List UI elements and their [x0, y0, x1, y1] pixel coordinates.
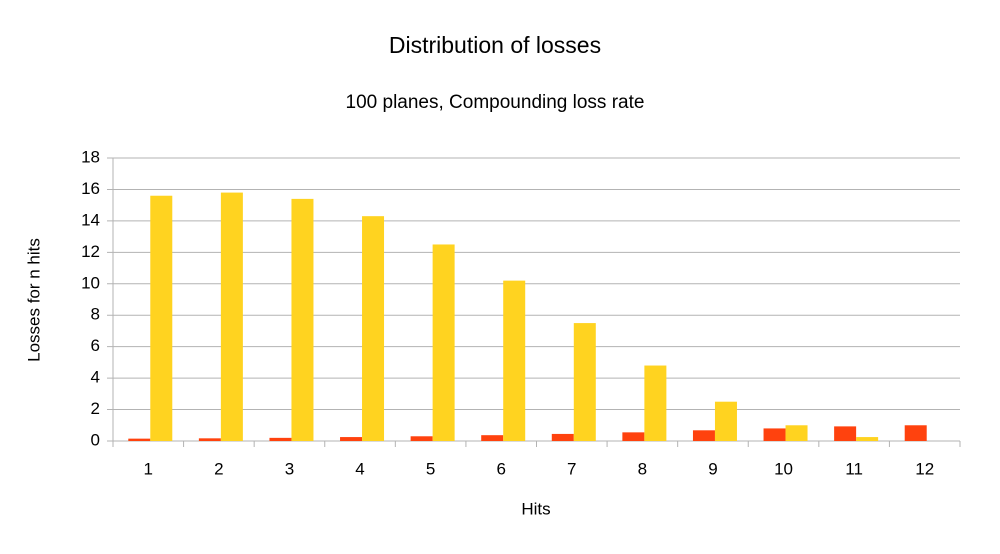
- bar: [128, 438, 151, 441]
- y-tick-label: 2: [91, 399, 100, 418]
- bar: [503, 280, 526, 441]
- x-tick-label: 10: [774, 459, 793, 478]
- bar: [481, 435, 504, 441]
- bar: [644, 365, 667, 441]
- bar: [622, 432, 645, 441]
- bar: [856, 437, 879, 441]
- y-axis-label: Losses for n hits: [24, 238, 43, 362]
- bar: [551, 433, 574, 441]
- bar: [198, 438, 221, 441]
- x-tick-label: 1: [144, 459, 153, 478]
- y-tick-label: 4: [91, 368, 100, 387]
- bar: [763, 428, 786, 441]
- bar: [714, 401, 737, 441]
- x-axis-label: Hits: [521, 499, 550, 518]
- y-tick-label: 14: [81, 210, 100, 229]
- y-tick-label: 6: [91, 336, 100, 355]
- bar: [692, 430, 715, 441]
- y-tick-label: 12: [81, 242, 100, 261]
- bar: [904, 425, 927, 441]
- bar: [150, 195, 173, 441]
- x-tick-label: 2: [214, 459, 223, 478]
- x-tick-label: 6: [496, 459, 505, 478]
- bar: [785, 425, 808, 441]
- bar: [834, 426, 857, 441]
- x-tick-label: 12: [915, 459, 934, 478]
- y-tick-label: 18: [81, 147, 100, 166]
- chart-subtitle: 100 planes, Compounding loss rate: [346, 92, 645, 113]
- bar: [269, 437, 292, 441]
- bar: [340, 437, 363, 441]
- bar: [432, 244, 455, 441]
- x-tick-label: 7: [567, 459, 576, 478]
- x-tick-label: 8: [638, 459, 647, 478]
- x-tick-label: 5: [426, 459, 435, 478]
- bar: [362, 216, 385, 441]
- bar: [573, 323, 596, 441]
- chart-title: Distribution of losses: [389, 32, 601, 58]
- bar: [291, 198, 314, 441]
- x-tick-label: 4: [355, 459, 364, 478]
- x-tick-label: 9: [708, 459, 717, 478]
- bar: [220, 192, 243, 441]
- y-tick-label: 16: [81, 179, 100, 198]
- x-tick-label: 11: [845, 459, 863, 478]
- y-tick-label: 0: [91, 430, 100, 449]
- y-tick-label: 10: [81, 273, 100, 292]
- bar: [410, 436, 433, 441]
- y-tick-label: 8: [91, 305, 100, 324]
- x-tick-label: 3: [285, 459, 294, 478]
